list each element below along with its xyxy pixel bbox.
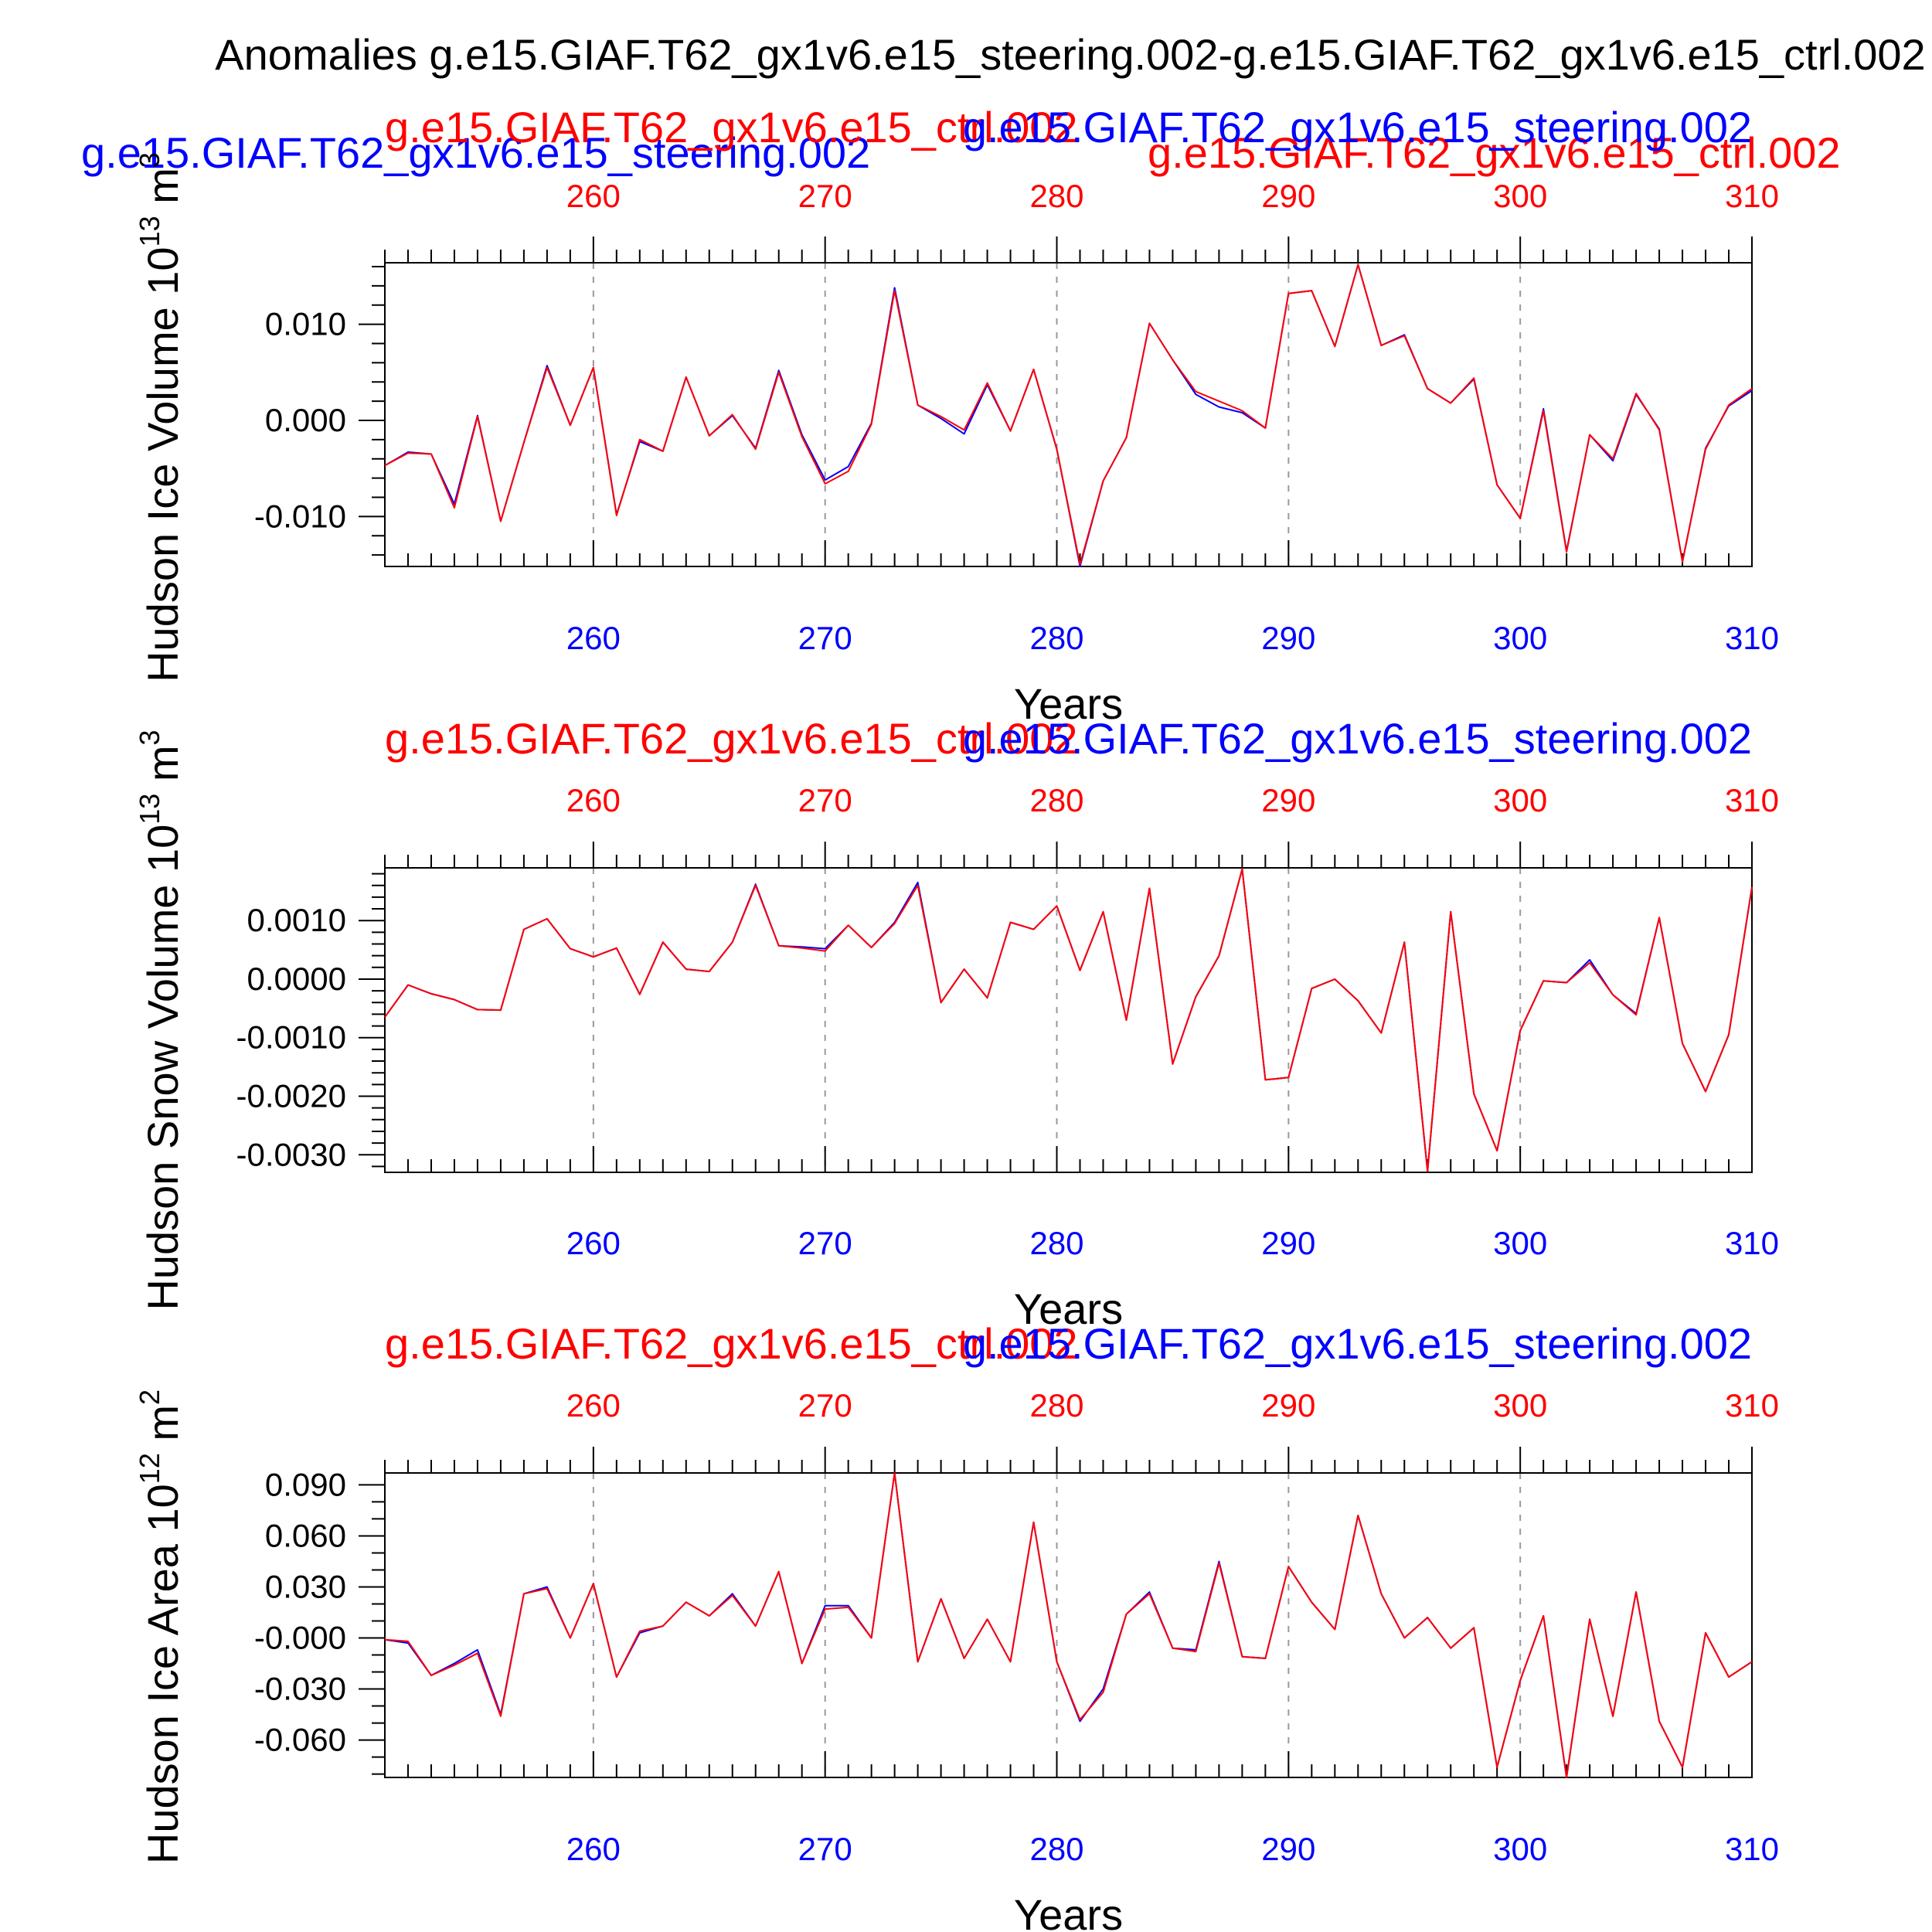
x-tick-label-bottom: 280 bbox=[1029, 620, 1083, 656]
y-tick-label: -0.0030 bbox=[236, 1136, 346, 1172]
y-axis-title-main: Hudson Ice Volume 10 bbox=[138, 247, 187, 682]
series-label-ctrl: g.e15.GIAF.T62_gx1v6.e15_ctrl.002 bbox=[385, 1319, 1078, 1368]
x-tick-label-top: 260 bbox=[566, 782, 621, 818]
y-axis-title-unit: m bbox=[138, 168, 187, 216]
y-tick-label: 0.000 bbox=[265, 402, 346, 438]
x-tick-label-top: 300 bbox=[1493, 1387, 1547, 1423]
x-tick-label-top: 280 bbox=[1029, 782, 1083, 818]
y-axis-title-unit-exponent: 3 bbox=[134, 152, 165, 168]
x-tick-label-top: 310 bbox=[1725, 178, 1779, 214]
x-tick-label-bottom: 300 bbox=[1493, 1831, 1547, 1867]
x-axis-title: Years bbox=[1014, 679, 1123, 728]
y-tick-label: 0.0000 bbox=[247, 961, 346, 997]
x-tick-label-bottom: 270 bbox=[798, 1831, 852, 1867]
x-tick-label-bottom: 290 bbox=[1261, 1831, 1315, 1867]
x-tick-label-top: 290 bbox=[1261, 782, 1315, 818]
x-tick-label-bottom: 260 bbox=[566, 1831, 621, 1867]
y-tick-label: -0.0020 bbox=[236, 1078, 346, 1114]
y-tick-label: -0.030 bbox=[254, 1671, 346, 1707]
y-tick-label: -0.0010 bbox=[236, 1019, 346, 1056]
chart-panel-3: 0.090 0.060 0.030 -0.000 -0.030 -0.060 260 260 2… bbox=[134, 1319, 1779, 1932]
x-tick-label-top: 280 bbox=[1029, 1387, 1083, 1423]
y-axis-title-unit-exponent: 2 bbox=[134, 1389, 165, 1405]
legend-ctrl-label: g.e15.GIAF.T62_gx1v6.e15_ctrl.002 bbox=[1148, 128, 1841, 177]
y-axis-title-exponent: 13 bbox=[134, 216, 165, 247]
y-axis-title-unit: m bbox=[138, 1405, 187, 1453]
series-label-steering: g.e15.GIAF.T62_gx1v6.e15_steering.002 bbox=[963, 103, 1752, 151]
chart-panel-1: 0.010 0.000 -0.010 260 260 270 270 280 280 290 290… bbox=[134, 103, 1779, 728]
y-axis-title: Hudson Snow Volume 1013 m3 bbox=[134, 730, 187, 1310]
y-tick-label: -0.010 bbox=[254, 498, 346, 534]
x-tick-label-top: 290 bbox=[1261, 1387, 1315, 1423]
legend-steering-label: g.e15.GIAF.T62_gx1v6.e15_steering.002 bbox=[81, 128, 870, 177]
y-axis-title: Hudson Ice Area 1012 m2 bbox=[134, 1389, 187, 1864]
x-tick-label-top: 270 bbox=[798, 1387, 852, 1423]
x-tick-label-top: 270 bbox=[798, 782, 852, 818]
x-tick-label-bottom: 310 bbox=[1725, 620, 1779, 656]
series-line-ctrl bbox=[384, 1472, 1753, 1778]
y-axis-title-main: Hudson Snow Volume 10 bbox=[138, 825, 187, 1311]
x-tick-label-bottom: 270 bbox=[798, 620, 852, 656]
y-tick-label: 0.030 bbox=[265, 1568, 346, 1604]
x-tick-label-bottom: 280 bbox=[1029, 1831, 1083, 1867]
page-title: Anomalies g.e15.GIAF.T62_gx1v6.e15_steer… bbox=[215, 30, 1925, 79]
x-tick-label-bottom: 260 bbox=[566, 620, 621, 656]
x-tick-label-top: 310 bbox=[1725, 782, 1779, 818]
x-axis-title: Years bbox=[1014, 1284, 1123, 1333]
y-tick-label: 0.0010 bbox=[247, 902, 346, 938]
series-label-ctrl: g.e15.GIAF.T62_gx1v6.e15_ctrl.002 bbox=[385, 714, 1078, 763]
x-tick-label-top: 270 bbox=[798, 178, 852, 214]
series-line-steering bbox=[384, 868, 1753, 1172]
y-tick-label: 0.010 bbox=[265, 306, 346, 342]
chart-panel-2: 0.0010 0.0000 -0.0010 -0.0020 -0.0030 260 260 2… bbox=[134, 714, 1779, 1333]
series-label-steering: g.e15.GIAF.T62_gx1v6.e15_steering.002 bbox=[963, 1319, 1752, 1368]
x-tick-label-top: 260 bbox=[566, 178, 621, 214]
y-axis-title-unit: m bbox=[138, 745, 187, 793]
x-tick-label-bottom: 310 bbox=[1725, 1831, 1779, 1867]
y-axis-title-unit-exponent: 3 bbox=[134, 730, 165, 745]
x-tick-label-top: 260 bbox=[566, 1387, 621, 1423]
y-axis-title-exponent: 12 bbox=[134, 1453, 165, 1484]
y-axis-title-exponent: 13 bbox=[134, 794, 165, 825]
x-tick-label-bottom: 270 bbox=[798, 1225, 852, 1261]
series-line-steering bbox=[384, 1472, 1753, 1778]
plot-frame bbox=[384, 867, 1753, 1173]
y-axis-title: Hudson Ice Volume 1013 m3 bbox=[134, 152, 187, 682]
x-tick-label-bottom: 290 bbox=[1261, 1225, 1315, 1261]
x-tick-label-bottom: 260 bbox=[566, 1225, 621, 1261]
y-axis-title-main: Hudson Ice Area 10 bbox=[138, 1484, 187, 1864]
x-tick-label-top: 300 bbox=[1493, 782, 1547, 818]
panels-group: 0.010 0.000 -0.010 260 260 270 270 280 280 290 290… bbox=[134, 103, 1779, 1932]
series-line-ctrl bbox=[384, 264, 1753, 566]
x-axis-title: Years bbox=[1014, 1890, 1123, 1932]
x-tick-label-top: 300 bbox=[1493, 178, 1547, 214]
x-tick-label-top: 280 bbox=[1029, 178, 1083, 214]
x-tick-label-bottom: 310 bbox=[1725, 1225, 1779, 1261]
x-tick-label-bottom: 300 bbox=[1493, 1225, 1547, 1261]
x-tick-label-bottom: 280 bbox=[1029, 1225, 1083, 1261]
series-line-ctrl bbox=[384, 868, 1753, 1172]
y-tick-label: -0.000 bbox=[254, 1620, 346, 1656]
x-tick-label-top: 290 bbox=[1261, 178, 1315, 214]
y-tick-label: 0.060 bbox=[265, 1517, 346, 1553]
x-tick-label-top: 310 bbox=[1725, 1387, 1779, 1423]
y-tick-label: -0.060 bbox=[254, 1722, 346, 1758]
plot-frame bbox=[384, 1472, 1753, 1778]
x-tick-label-bottom: 300 bbox=[1493, 620, 1547, 656]
y-tick-label: 0.090 bbox=[265, 1466, 346, 1502]
plot-frame bbox=[384, 262, 1753, 567]
x-tick-label-bottom: 290 bbox=[1261, 620, 1315, 656]
series-line-steering bbox=[384, 264, 1753, 567]
series-label-ctrl: g.e15.GIAF.T62_gx1v6.e15_ctrl.002 bbox=[385, 103, 1078, 151]
series-label-steering: g.e15.GIAF.T62_gx1v6.e15_steering.002 bbox=[963, 714, 1752, 763]
